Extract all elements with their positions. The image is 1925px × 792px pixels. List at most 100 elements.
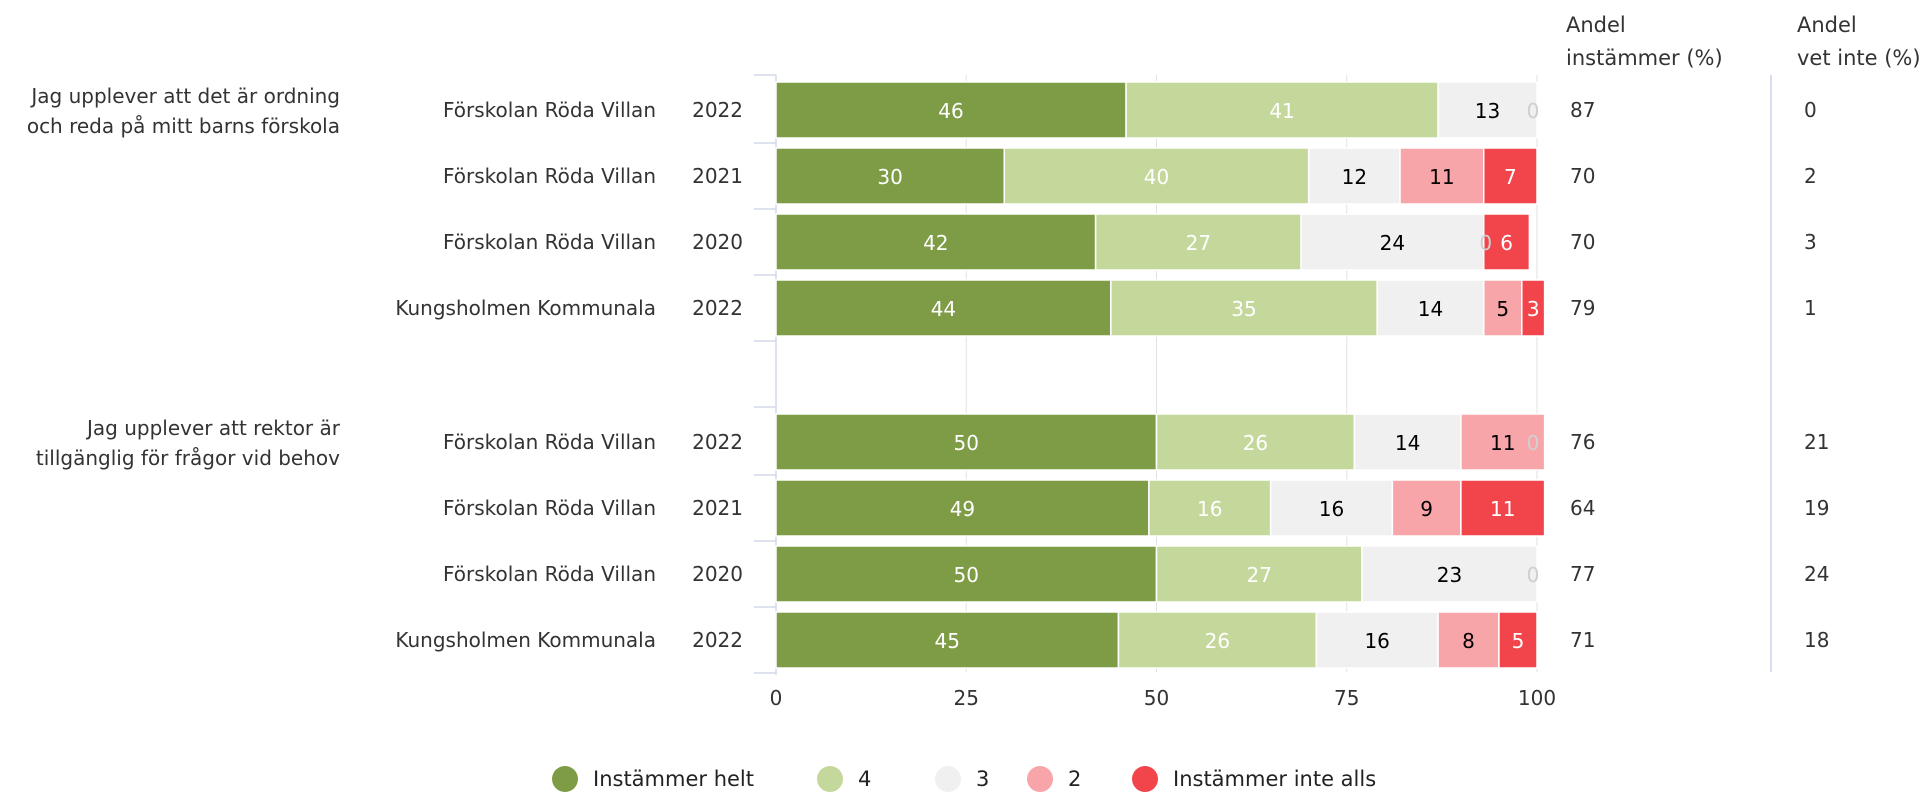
bar-segment [1110,279,1378,337]
bar-value-label: 11 [1490,431,1515,455]
stacked-bar [775,611,1538,669]
agree-percent: 70 [1570,164,1595,188]
dont-know-percent: 1 [1804,296,1817,320]
question-label: Jag upplever att det är ordning [29,84,340,108]
legend-item[interactable]: 3 [935,766,989,792]
stacked-bar [775,413,1546,471]
legend-item[interactable]: 4 [817,766,871,792]
legend-swatch [817,766,843,792]
bar-segment [1437,611,1500,669]
row-unit-label: Kungsholmen Kommunala [395,296,656,320]
bar-segment [1148,479,1272,537]
bar-segment [1155,413,1356,471]
legend-label: Instämmer inte alls [1173,767,1376,791]
bar-value-label: 30 [877,165,902,189]
bar-value-label: 49 [950,497,975,521]
row-unit-label: Förskolan Röda Villan [443,98,656,122]
row-year-label: 2022 [692,98,743,122]
bar-segment [1437,81,1538,139]
row-year-label: 2021 [692,164,743,188]
agree-percent: 76 [1570,430,1595,454]
row-unit-label: Förskolan Röda Villan [443,230,656,254]
bar-segment [1460,413,1546,471]
bar-value-label: 0 [1527,99,1540,123]
bar-segment [1125,81,1439,139]
bar-value-label: 45 [934,629,959,653]
bar-segment [1482,279,1523,337]
question-label: tillgänglig för frågor vid behov [36,446,340,470]
stacked-bar [775,279,1546,337]
legend-item[interactable]: Instämmer helt [552,766,754,792]
row-year-label: 2020 [692,562,743,586]
bar-value-label: 11 [1490,497,1515,521]
category-axis [754,74,777,675]
x-tick-label: 50 [1144,686,1169,710]
dont-know-percent: 3 [1804,230,1817,254]
bar-segment [1482,147,1538,205]
bar-segment [1117,611,1318,669]
bar-value-label: 24 [1380,231,1405,255]
bar-value-label: 13 [1475,99,1500,123]
legend-label: Instämmer helt [593,767,754,791]
bar-value-label: 3 [1527,297,1540,321]
dont-know-percent: 24 [1804,562,1829,586]
bar-value-label: 0 [1527,563,1540,587]
legend-item[interactable]: 2 [1027,766,1081,792]
bar-segment [1482,213,1531,271]
bar-value-label: 44 [931,297,956,321]
dont-know-percent: 19 [1804,496,1829,520]
dont-know-percent: 18 [1804,628,1829,652]
stacked-bar [775,479,1546,537]
agree-percent: 71 [1570,628,1595,652]
bar-value-label: 0 [1527,99,1540,123]
bar-segment [1300,213,1485,271]
bar-value-label: 5 [1496,297,1509,321]
bar-segment [1399,147,1485,205]
dont-know-percent: 2 [1804,164,1817,188]
bar-value-label: 0 [1479,231,1492,255]
row-unit-label: Förskolan Röda Villan [443,496,656,520]
header-agree-line2: instämmer (%) [1566,46,1723,70]
agree-percent: 87 [1570,98,1595,122]
header-dont-know-line1: Andel [1797,13,1857,37]
legend-label: 4 [858,767,871,791]
row-unit-label: Förskolan Röda Villan [443,430,656,454]
bar-segment [1460,479,1546,537]
row-year-label: 2022 [692,430,743,454]
legend-item[interactable]: Instämmer inte alls [1132,766,1376,792]
row-unit-label: Förskolan Röda Villan [443,164,656,188]
legend-swatch [552,766,578,792]
legend-swatch [1027,766,1053,792]
bar-value-label: 7 [1504,165,1517,189]
header-dont-know-line2: vet inte (%) [1797,46,1921,70]
bar-segment [1376,279,1485,337]
bar-value-label: 16 [1319,497,1344,521]
bar-value-label: 11 [1429,165,1454,189]
bar-value-label: 41 [1269,99,1294,123]
bar-value-label: 16 [1364,629,1389,653]
agree-percent: 79 [1570,296,1595,320]
stacked-bar [775,81,1538,139]
stacked-bar [775,213,1531,271]
bar-segment [1498,611,1538,669]
row-year-label: 2020 [692,230,743,254]
bar-segment [1315,611,1439,669]
question-label: och reda på mitt barns förskola [27,114,340,138]
legend-label: 3 [976,767,989,791]
bar-value-label: 26 [1205,629,1230,653]
header-agree-line1: Andel [1566,13,1626,37]
bar-value-label: 16 [1197,497,1222,521]
bar-value-label: 50 [954,563,979,587]
bar-segment [1391,479,1462,537]
bar-value-label: 40 [1144,165,1169,189]
bar-segment [1521,279,1546,337]
bar-segment [1307,147,1401,205]
bar-segment [1155,545,1363,603]
bar-value-label: 27 [1247,563,1272,587]
question-label: Jag upplever att rektor är [85,416,341,440]
bar-value-label: 14 [1418,297,1443,321]
row-unit-label: Förskolan Röda Villan [443,562,656,586]
bar-value-label: 27 [1186,231,1211,255]
bar-value-label: 8 [1462,629,1475,653]
bar-value-label: 46 [938,99,963,123]
